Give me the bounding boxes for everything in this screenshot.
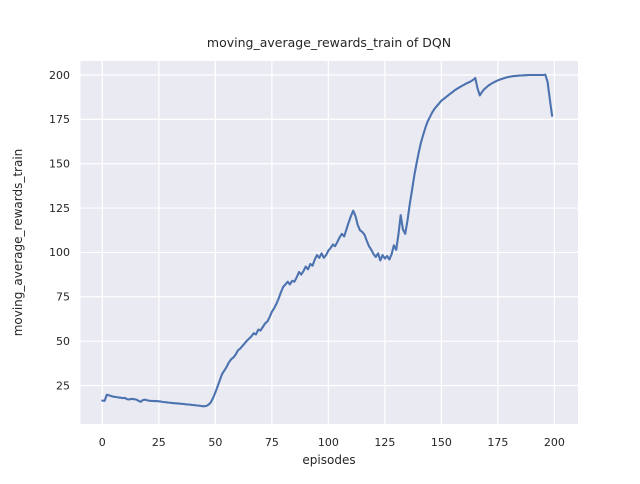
y-tick-label: 150 [49,158,70,171]
y-tick-labels: 25 50 75 100 125 150 175 200 [49,69,70,392]
y-tick-label: 25 [56,379,70,392]
y-tick-label: 200 [49,69,70,82]
x-tick-label: 175 [487,436,508,449]
x-axis-label: episodes [302,453,355,467]
x-tick-labels: 0 25 50 75 100 125 150 175 200 [99,436,565,449]
x-tick-label: 200 [544,436,565,449]
x-tick-label: 150 [431,436,452,449]
y-tick-label: 125 [49,202,70,215]
y-tick-label: 100 [49,246,70,259]
y-tick-label: 75 [56,291,70,304]
grid-lines [80,61,578,424]
x-tick-label: 25 [152,436,166,449]
x-tick-label: 75 [265,436,279,449]
chart-title: moving_average_rewards_train of DQN [207,35,451,50]
x-tick-label: 0 [99,436,106,449]
plot-area [80,61,578,424]
reward-line [101,73,554,408]
y-tick-label: 50 [56,335,70,348]
x-tick-label: 125 [374,436,395,449]
line-series [101,73,554,408]
y-tick-label: 175 [49,113,70,126]
x-tick-label: 50 [208,436,222,449]
y-axis-label: moving_average_rewards_train [11,149,25,337]
x-tick-label: 100 [318,436,339,449]
